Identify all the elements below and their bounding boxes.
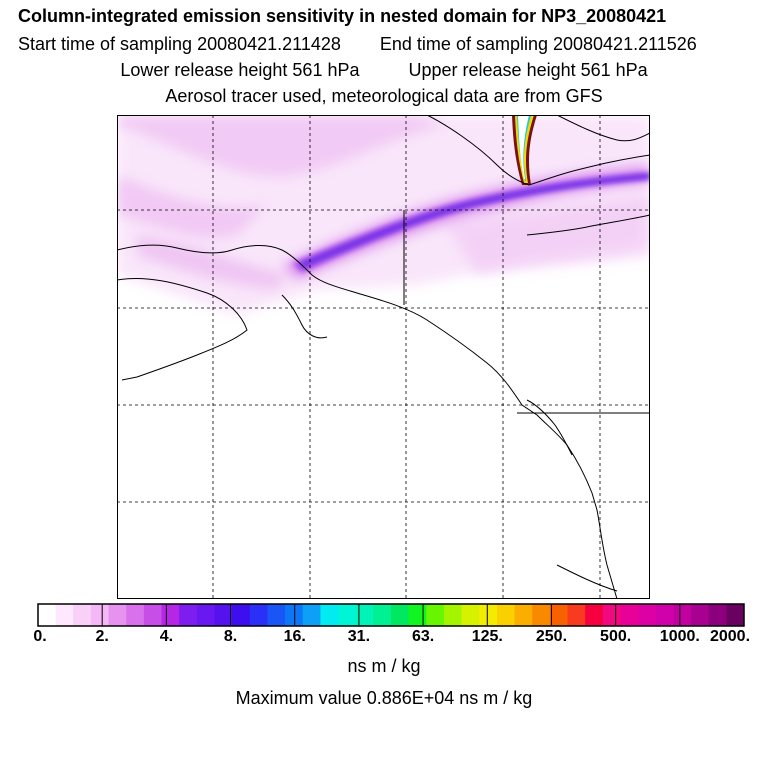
maximum-value-label: Maximum value 0.886E+04 ns m / kg [235,688,533,708]
colorbar-swatch [55,604,74,626]
colorbar-swatch [638,604,657,626]
colorbar-swatch [267,604,286,626]
colorbar-swatch [426,604,445,626]
colorbar-tick-label: 4. [159,628,174,645]
colorbar-swatch [673,604,692,626]
colorbar-swatch [443,604,463,626]
plot-title: Column-integrated emission sensitivity i… [18,6,667,26]
colorbar [37,603,745,627]
colorbar-units: ns m / kg [347,656,421,676]
colorbar-swatch [108,604,127,626]
colorbar-swatch [338,604,357,626]
colorbar-swatch [249,604,268,626]
colorbar-tick-label: 125. [471,628,503,645]
release-heights: Lower release height 561 hPa Upper relea… [0,60,768,81]
colorbar-swatch [691,604,710,626]
borders [403,210,650,414]
colorbar-swatch [726,604,745,626]
colorbar-swatch [179,604,198,626]
colorbar-swatch [461,604,480,626]
colorbar-tick-label: 8. [223,628,238,645]
sensitivity-field [117,115,650,315]
colorbar-frame [37,603,745,627]
colorbar-swatch [373,604,392,626]
colorbar-swatch [585,604,604,626]
colorbar-swatch [126,604,145,626]
colorbar-swatch [232,604,251,626]
colorbar-swatch [196,604,215,626]
colorbar-swatch [496,604,516,626]
colorbar-swatch [90,604,110,626]
colorbar-tick-label: 16. [283,628,306,645]
colorbar-tick-label: 31. [347,628,371,645]
tracer-note: Aerosol tracer used, meteorological data… [165,86,603,106]
colorbar-swatch [143,604,163,626]
colorbar-swatch [532,604,551,626]
colorbar-swatch [391,604,410,626]
end-time-label: End time of sampling 20080421.211526 [379,34,697,54]
colorbar-swatch [479,604,498,626]
colorbar-swatch [355,604,374,626]
colorbar-swatch [408,604,427,626]
sampling-times: Start time of sampling 20080421.211428 E… [18,34,731,55]
graticule [117,115,650,599]
colorbar-swatch [38,604,57,626]
colorbar-swatch [549,604,568,626]
colorbar-tick-label: 500. [600,628,632,645]
start-time-label: Start time of sampling 20080421.211428 [18,34,341,54]
colorbar-tick-label: 250. [535,628,568,645]
colorbar-tick-label: 63. [411,628,435,645]
coastlines [117,115,650,599]
colorbar-swatch [285,604,304,626]
map-frame [117,115,650,599]
colorbar-swatch [620,604,639,626]
colorbar-tick-label: 2000. [709,628,751,645]
colorbar-swatch [655,604,674,626]
colorbar-swatch [320,604,339,626]
colorbar-swatch [567,604,586,626]
lower-release-label: Lower release height 561 hPa [120,60,360,80]
colorbar-tick-label: 0. [33,628,47,645]
colorbar-tick-label: 1000. [659,628,700,645]
colorbar-swatch [602,604,621,626]
colorbar-swatch [161,604,180,626]
colorbar-swatch [73,604,92,626]
emission-sensitivity-map [117,115,650,599]
colorbar-swatch [708,604,727,626]
colorbar-swatch [214,604,233,626]
colorbar-swatch [302,604,321,626]
colorbar-tick-label: 2. [95,628,109,645]
colorbar-swatch [514,604,533,626]
upper-release-label: Upper release height 561 hPa [408,60,648,80]
